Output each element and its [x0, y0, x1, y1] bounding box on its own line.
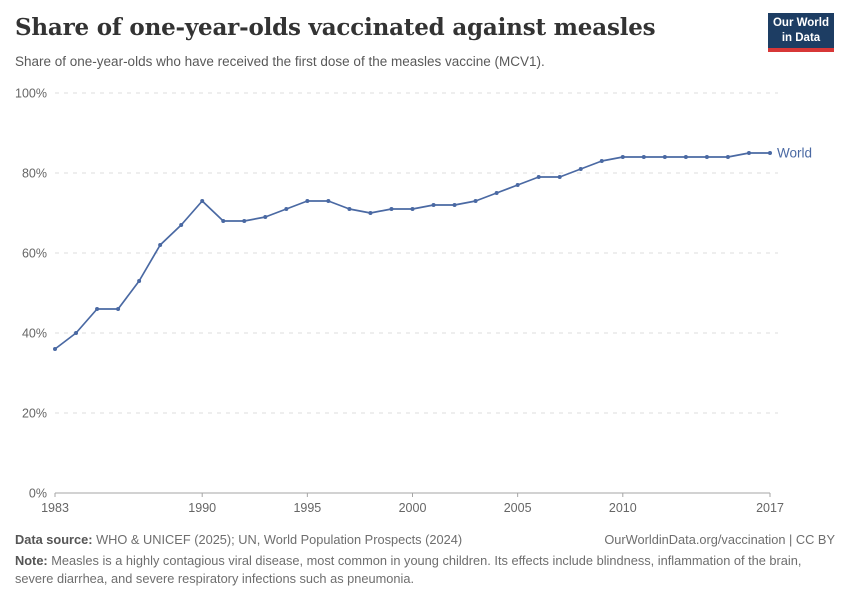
data-point — [263, 215, 268, 219]
data-point — [221, 219, 226, 223]
data-point — [599, 159, 604, 163]
data-point — [74, 331, 79, 335]
data-point — [179, 223, 184, 227]
data-point — [536, 175, 541, 179]
data-source: Data source: WHO & UNICEF (2025); UN, Wo… — [15, 532, 462, 547]
data-point — [95, 307, 100, 311]
data-point — [578, 167, 583, 171]
data-source-text: WHO & UNICEF (2025); UN, World Populatio… — [92, 532, 463, 547]
series-end-label: World — [777, 146, 812, 161]
y-tick-label: 100% — [15, 87, 47, 101]
data-point — [53, 347, 57, 351]
data-point — [725, 155, 730, 159]
data-point — [242, 219, 247, 223]
data-point — [704, 155, 709, 159]
data-point — [137, 279, 142, 283]
data-point — [641, 155, 646, 159]
x-tick-label: 1995 — [293, 501, 321, 515]
data-point — [326, 199, 331, 203]
data-point — [284, 207, 289, 211]
x-tick-label: 2017 — [756, 501, 784, 515]
data-point — [662, 155, 667, 159]
world-line — [54, 152, 771, 350]
data-point — [473, 199, 478, 203]
x-tick-label: 1983 — [41, 501, 69, 515]
page-title: Share of one-year-olds vaccinated agains… — [15, 14, 656, 41]
y-tick-label: 60% — [22, 247, 47, 261]
data-point — [557, 175, 562, 179]
x-tick-label: 1990 — [188, 501, 216, 515]
data-point — [452, 203, 457, 207]
data-point — [683, 155, 688, 159]
chart-footer: Data source: WHO & UNICEF (2025); UN, Wo… — [15, 532, 835, 588]
y-tick-label: 80% — [22, 167, 47, 181]
data-point — [768, 151, 772, 155]
x-tick-label: 2005 — [504, 501, 532, 515]
data-point — [200, 199, 205, 203]
owid-logo[interactable]: Our World in Data — [768, 13, 834, 52]
note-text: Measles is a highly contagious viral dis… — [15, 553, 802, 587]
data-point — [347, 207, 352, 211]
data-point — [305, 199, 310, 203]
x-tick-label: 2000 — [399, 501, 427, 515]
data-point — [494, 191, 499, 195]
y-tick-label: 20% — [22, 407, 47, 421]
attribution-link[interactable]: OurWorldinData.org/vaccination | CC BY — [604, 532, 835, 547]
data-point — [158, 243, 163, 247]
data-point — [515, 183, 520, 187]
data-point — [746, 151, 751, 155]
data-point — [410, 207, 415, 211]
line-chart: 0% 20% 40% 60% 80% 100% 1983 1990 1995 2000 2005 20… — [0, 85, 850, 525]
y-tick-label: 0% — [29, 487, 47, 501]
y-tick-label: 40% — [22, 327, 47, 341]
logo-line-2: in Data — [781, 31, 821, 44]
x-tick-label: 2010 — [609, 501, 637, 515]
chart-note: Note: Measles is a highly contagious vir… — [15, 552, 835, 588]
chart-subtitle: Share of one-year-olds who have received… — [15, 54, 545, 69]
data-point — [620, 155, 625, 159]
data-point — [389, 207, 394, 211]
data-point — [368, 211, 373, 215]
logo-line-1: Our World — [772, 17, 829, 30]
data-point — [116, 307, 121, 311]
note-label: Note: — [15, 553, 48, 568]
chart-canvas: 0% 20% 40% 60% 80% 100% 1983 1990 1995 2000 2005 20… — [15, 87, 812, 516]
data-source-label: Data source: — [15, 532, 93, 547]
data-point — [431, 203, 436, 207]
